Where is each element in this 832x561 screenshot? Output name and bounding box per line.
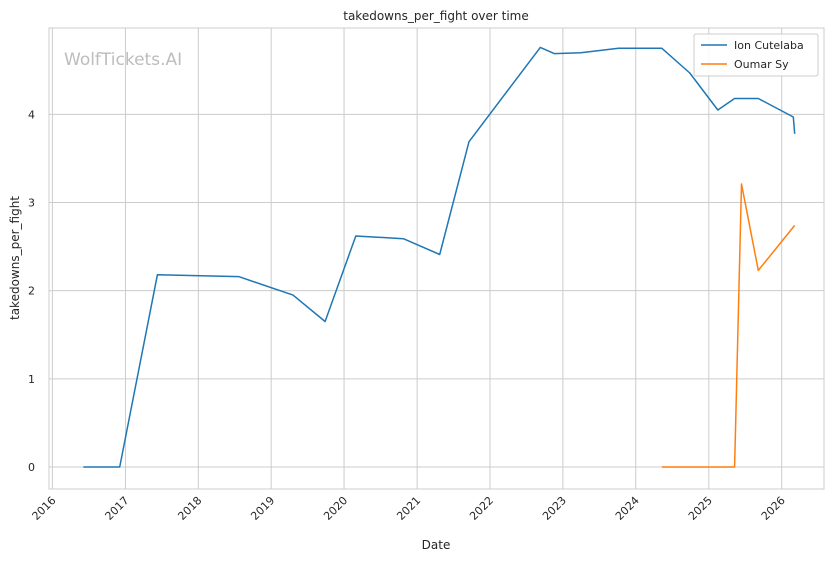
legend: Ion Cutelaba Oumar Sy	[693, 33, 819, 77]
x-tick-label: 2022	[467, 494, 496, 523]
y-tick-label: 3	[28, 197, 35, 210]
legend-label-oumar-sy: Oumar Sy	[734, 58, 789, 71]
x-tick-label: 2023	[540, 494, 569, 523]
x-tick-label: 2016	[30, 494, 59, 523]
series-layer	[83, 46, 796, 468]
x-tick-labels: 2016 2017 2018 2019 2020 2021 2022 2023 2024 2025…	[30, 494, 788, 523]
watermark: WolfTickets.AI	[64, 50, 182, 70]
x-tick-label: 2024	[613, 494, 642, 523]
chart-title: takedowns_per_fight over time	[343, 9, 529, 23]
plot-frame	[48, 27, 825, 490]
plot-background	[49, 28, 824, 489]
x-tick-label: 2021	[394, 494, 423, 523]
y-tick-label: 2	[28, 285, 35, 298]
y-tick-label: 4	[28, 108, 35, 121]
y-tick-labels: 0 1 2 3 4	[28, 108, 35, 474]
legend-label-ion-cutelaba: Ion Cutelaba	[734, 39, 804, 52]
x-tick-label: 2020	[321, 494, 350, 523]
x-tick-label: 2018	[175, 494, 204, 523]
grid	[49, 28, 824, 489]
y-tick-label: 1	[28, 373, 35, 386]
y-tick-label: 0	[28, 461, 35, 474]
x-tick-label: 2019	[248, 494, 277, 523]
x-tick-label: 2025	[686, 494, 715, 523]
series-line-ion-cutelaba	[83, 46, 796, 468]
x-tick-label: 2026	[759, 494, 788, 523]
x-tick-label: 2017	[103, 494, 132, 523]
y-axis-title: takedowns_per_fight	[8, 196, 22, 320]
x-axis-title: Date	[422, 538, 451, 552]
series-line-oumar-sy	[661, 183, 796, 468]
